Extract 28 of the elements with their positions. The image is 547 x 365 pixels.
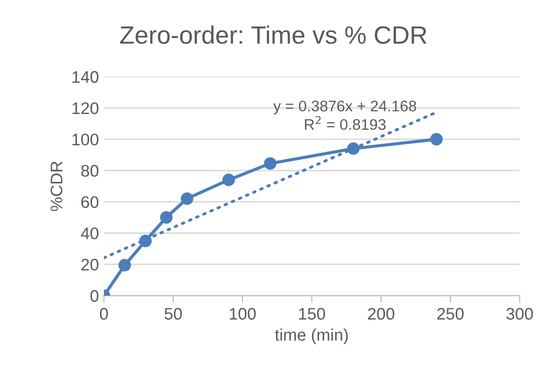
point	[430, 132, 443, 146]
y-tick-label: 100	[72, 134, 98, 146]
y-axis-title: %CDR	[50, 161, 62, 212]
point	[118, 258, 131, 272]
y-tick-label: 140	[72, 71, 98, 83]
point	[160, 211, 173, 224]
point	[180, 192, 194, 205]
x-tick-label: 200	[368, 308, 394, 320]
x-tick-label: 150	[299, 308, 326, 320]
point	[347, 142, 360, 155]
x-tick-label: 0	[100, 308, 108, 320]
annotation: R$^{2}$ = 0.8193	[304, 116, 386, 130]
y-tick-label: 20	[81, 258, 98, 271]
y-tick-label: 120	[72, 102, 98, 114]
y-tick-label: 0	[90, 290, 98, 302]
x-tick-label: 100	[230, 308, 256, 320]
point	[222, 174, 235, 186]
x-tick-label: 50	[164, 308, 182, 320]
annotation: y = 0.3876x + 24.168	[273, 100, 416, 114]
x-tick-label: 250	[437, 308, 464, 320]
y-tick-label: 40	[80, 227, 98, 240]
point	[264, 157, 276, 170]
y-tick-label: 60	[81, 196, 98, 208]
x-tick-label: 300	[506, 308, 533, 320]
point	[139, 234, 152, 248]
y-tick-label: 80	[81, 164, 98, 177]
chart-title: Zero-order: Time vs % CDR	[120, 26, 427, 44]
x-axis-title: time (min)	[275, 328, 348, 344]
